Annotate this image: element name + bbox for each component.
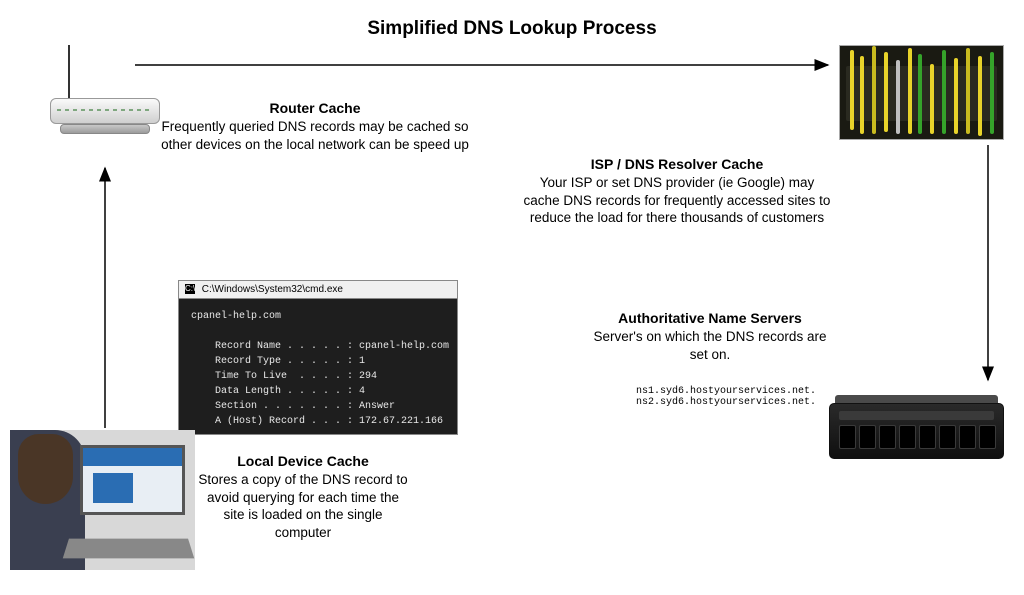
isp-heading: ISP / DNS Resolver Cache xyxy=(522,156,832,172)
local-heading: Local Device Cache xyxy=(198,453,408,469)
auth-heading: Authoritative Name Servers xyxy=(585,310,835,326)
user-on-laptop-icon xyxy=(10,430,195,570)
cmd-icon: C:\ xyxy=(185,284,195,294)
cmd-title-text: C:\Windows\System32\cmd.exe xyxy=(202,284,343,295)
local-device-label: Local Device Cache Stores a copy of the … xyxy=(198,453,408,541)
nameserver-list: ns1.syd6.hostyourservices.net.ns2.syd6.h… xyxy=(636,386,816,408)
authoritative-label: Authoritative Name Servers Server's on w… xyxy=(585,310,835,363)
isp-desc: Your ISP or set DNS provider (ie Google)… xyxy=(522,174,832,227)
router-desc: Frequently queried DNS records may be ca… xyxy=(160,118,470,153)
network-switch-icon xyxy=(839,45,1004,140)
isp-resolver-label: ISP / DNS Resolver Cache Your ISP or set… xyxy=(522,156,832,227)
auth-desc: Server's on which the DNS records are se… xyxy=(585,328,835,363)
cmd-window: C:\ C:\Windows\System32\cmd.exe cpanel-h… xyxy=(178,280,458,435)
cmd-content: cpanel-help.com Record Name . . . . . : … xyxy=(179,299,457,439)
router-icon xyxy=(50,70,160,160)
local-desc: Stores a copy of the DNS record to avoid… xyxy=(198,471,408,541)
cmd-titlebar: C:\ C:\Windows\System32\cmd.exe xyxy=(179,281,457,299)
router-heading: Router Cache xyxy=(160,100,470,116)
diagram-title: Simplified DNS Lookup Process xyxy=(0,18,1024,40)
router-cache-label: Router Cache Frequently queried DNS reco… xyxy=(160,100,470,153)
rack-server-icon xyxy=(829,385,1004,475)
